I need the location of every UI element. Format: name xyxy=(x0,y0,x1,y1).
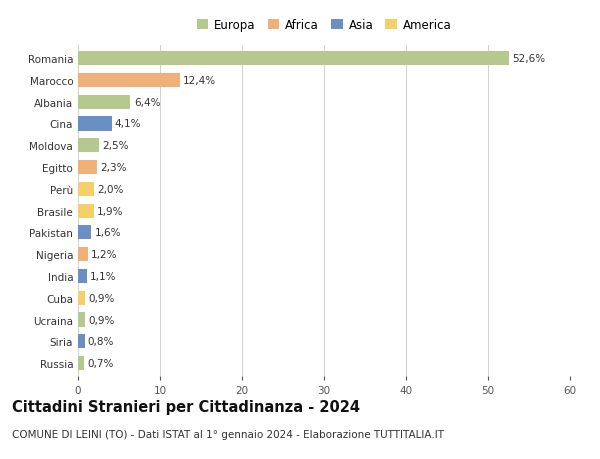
Text: Cittadini Stranieri per Cittadinanza - 2024: Cittadini Stranieri per Cittadinanza - 2… xyxy=(12,399,360,414)
Legend: Europa, Africa, Asia, America: Europa, Africa, Asia, America xyxy=(192,14,456,37)
Bar xyxy=(78,313,85,327)
Bar xyxy=(78,204,94,218)
Text: 0,9%: 0,9% xyxy=(89,315,115,325)
Bar xyxy=(78,139,98,153)
Bar xyxy=(78,161,97,175)
Text: 12,4%: 12,4% xyxy=(183,76,216,86)
Text: 1,6%: 1,6% xyxy=(94,228,121,238)
Bar xyxy=(78,226,91,240)
Bar xyxy=(78,269,87,284)
Text: 1,1%: 1,1% xyxy=(90,271,117,281)
Bar xyxy=(78,182,94,196)
Text: 52,6%: 52,6% xyxy=(512,54,546,64)
Bar xyxy=(78,117,112,131)
Text: 2,3%: 2,3% xyxy=(100,162,127,173)
Text: 6,4%: 6,4% xyxy=(134,97,160,107)
Text: 1,9%: 1,9% xyxy=(97,206,124,216)
Text: 0,7%: 0,7% xyxy=(87,358,113,368)
Text: 0,9%: 0,9% xyxy=(89,293,115,303)
Text: 1,2%: 1,2% xyxy=(91,250,118,260)
Bar xyxy=(78,356,84,370)
Bar xyxy=(78,247,88,262)
Bar xyxy=(78,52,509,66)
Bar xyxy=(78,95,130,110)
Bar xyxy=(78,73,179,88)
Text: 0,8%: 0,8% xyxy=(88,336,114,347)
Text: 4,1%: 4,1% xyxy=(115,119,142,129)
Text: 2,5%: 2,5% xyxy=(102,141,128,151)
Bar xyxy=(78,335,85,349)
Text: 2,0%: 2,0% xyxy=(98,185,124,195)
Text: COMUNE DI LEINI (TO) - Dati ISTAT al 1° gennaio 2024 - Elaborazione TUTTITALIA.I: COMUNE DI LEINI (TO) - Dati ISTAT al 1° … xyxy=(12,429,444,439)
Bar xyxy=(78,291,85,305)
